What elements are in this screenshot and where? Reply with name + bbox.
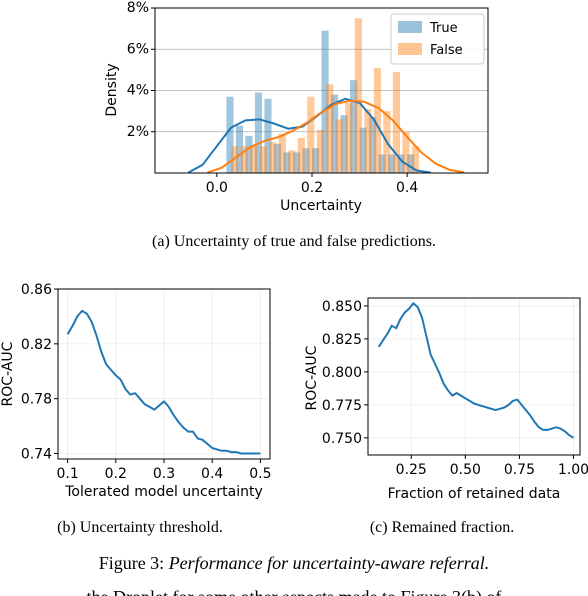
histogram-bar-true bbox=[226, 96, 234, 173]
chart-a-bars bbox=[226, 18, 420, 173]
figure-caption-prefix: Figure 3: bbox=[99, 553, 165, 573]
chart-a: 2% 4% 6% 8% 0.0 0.2 0.4 True False Uncertainty… bbox=[104, 0, 489, 250]
legend-label-true: True bbox=[429, 21, 458, 36]
histogram-bar-true bbox=[311, 148, 320, 173]
chart-c-tick-label-x: 0.50 bbox=[450, 462, 481, 478]
histogram-bar-false bbox=[288, 150, 296, 173]
tick-label-y: 4% bbox=[127, 83, 149, 99]
chart-c-ylabel: ROC-AUC bbox=[304, 345, 320, 410]
chart-c-tick-label-y: 0.825 bbox=[322, 332, 362, 348]
histogram-bar-true bbox=[302, 148, 310, 173]
chart-b-grid bbox=[58, 288, 270, 459]
chart-c-tick-label-x: 0.75 bbox=[504, 462, 535, 478]
chart-c-tick-label-x: 0.25 bbox=[396, 462, 427, 478]
chart-b-tick-label-x: 0.5 bbox=[249, 466, 271, 482]
histogram-bar-true bbox=[350, 80, 358, 173]
chart-c-plot-frame bbox=[367, 297, 581, 456]
histogram-bar-true bbox=[264, 98, 272, 173]
histogram-bar-false bbox=[364, 109, 372, 173]
histogram-bar-false bbox=[278, 133, 286, 173]
chart-b-tick-label-x: 0.1 bbox=[57, 466, 79, 482]
histogram-bar-true bbox=[378, 154, 386, 173]
chart-b-tick-label-x: 0.2 bbox=[105, 466, 127, 482]
kde-curve-false bbox=[206, 99, 465, 174]
chart-b-xlabel: Tolerated model uncertainty bbox=[64, 484, 262, 500]
chart-a-ylabel: Density bbox=[104, 63, 120, 116]
histogram-bar-true bbox=[235, 125, 244, 173]
chart-b-tick-label-y: 0.82 bbox=[21, 337, 52, 353]
chart-b-tick-label-y: 0.74 bbox=[21, 447, 52, 463]
histogram-bar-false bbox=[345, 102, 353, 173]
chart-b-caption: (b) Uncertainty threshold. bbox=[57, 519, 223, 536]
histogram-bar-false bbox=[269, 142, 277, 173]
histogram-bar-true bbox=[283, 152, 291, 173]
histogram-bar-true bbox=[331, 94, 339, 173]
chart-b-tick-label-x: 0.3 bbox=[153, 466, 175, 482]
histogram-bar-false bbox=[402, 131, 410, 173]
legend-label-false: False bbox=[430, 43, 463, 58]
histogram-bar-false bbox=[335, 119, 343, 173]
histogram-bar-false bbox=[411, 146, 420, 173]
histogram-bar-false bbox=[392, 71, 400, 173]
histogram-bar-false bbox=[354, 18, 362, 173]
legend-swatch-false bbox=[398, 43, 422, 55]
histogram-bar-false bbox=[307, 96, 315, 173]
histogram-bar-false bbox=[326, 84, 334, 173]
chart-b-line bbox=[66, 309, 261, 455]
tick-label-x: 0.2 bbox=[301, 180, 323, 196]
chart-c-tick-label-y: 0.750 bbox=[322, 431, 362, 447]
tick-label-x: 0.0 bbox=[206, 180, 228, 196]
tick-label-y: 2% bbox=[127, 124, 149, 140]
chart-c-xlabel: Fraction of retained data bbox=[388, 486, 561, 502]
legend-swatch-true bbox=[398, 21, 422, 33]
figure-caption-text: Performance for uncertainty-aware referr… bbox=[168, 553, 490, 573]
chart-a-ticks: 2% 4% 6% 8% 0.0 0.2 0.4 bbox=[127, 0, 419, 196]
chart-c-caption: (c) Remained fraction. bbox=[370, 519, 514, 536]
legend-box bbox=[390, 13, 485, 65]
histogram-bar-false bbox=[373, 67, 381, 173]
chart-b-tick-label-x: 0.4 bbox=[201, 466, 223, 482]
figure-caption: Figure 3: Performance for uncertainty-aw… bbox=[99, 553, 490, 573]
chart-c: 0.25 0.50 0.75 1.00 0.750 0.775 0.800 0.825 0.85… bbox=[304, 297, 588, 536]
histogram-bar-true bbox=[273, 144, 282, 173]
chart-c-tick-label-y: 0.775 bbox=[322, 398, 362, 414]
chart-c-line bbox=[377, 302, 575, 439]
histogram-bar-true bbox=[397, 154, 405, 173]
histogram-bar-true bbox=[359, 127, 367, 173]
chart-b-ticks: 0.1 0.2 0.3 0.4 0.5 0.74 0.78 0.82 0.86 bbox=[21, 282, 272, 482]
histogram-bar-false bbox=[259, 146, 267, 173]
chart-b-ylabel: ROC-AUC bbox=[0, 341, 16, 406]
histogram-bar-true bbox=[321, 30, 329, 173]
chart-c-grid bbox=[368, 298, 580, 455]
chart-a-legend: True False bbox=[390, 13, 485, 65]
histogram-bar-true bbox=[340, 115, 348, 173]
chart-b-tick-label-y: 0.86 bbox=[21, 282, 52, 298]
chart-c-ticks: 0.25 0.50 0.75 1.00 0.750 0.775 0.800 0.825 0.85… bbox=[322, 299, 588, 478]
histogram-bar-true bbox=[407, 154, 415, 173]
chart-c-series-line bbox=[377, 302, 575, 439]
chart-c-tick-label-y: 0.850 bbox=[322, 299, 362, 315]
histogram-bar-true bbox=[254, 92, 263, 173]
chart-c-tick-label-x: 1.00 bbox=[558, 462, 588, 478]
histogram-bar-false bbox=[240, 146, 248, 173]
chart-a-caption: (a) Uncertainty of true and false predic… bbox=[152, 233, 436, 250]
chart-b-tick-label-y: 0.78 bbox=[21, 392, 52, 408]
chart-a-xlabel: Uncertainty bbox=[280, 198, 362, 214]
chart-b-series-line bbox=[66, 309, 261, 455]
histogram-bar-false bbox=[250, 146, 258, 173]
histogram-bar-true bbox=[369, 117, 377, 173]
histogram-bar-false bbox=[297, 137, 305, 173]
histogram-bar-true bbox=[245, 135, 253, 173]
tick-label-x: 0.4 bbox=[396, 180, 418, 196]
histogram-bar-true bbox=[292, 152, 301, 173]
tick-label-y: 6% bbox=[127, 41, 149, 57]
histogram-bar-false bbox=[316, 129, 324, 173]
chart-b: 0.1 0.2 0.3 0.4 0.5 0.74 0.78 0.82 0.86 Tolerate… bbox=[0, 282, 271, 536]
histogram-bar-true bbox=[388, 154, 396, 173]
chart-a-kde bbox=[187, 97, 465, 174]
body-text-fragment: the Droplet for some other aspects made … bbox=[87, 587, 502, 596]
chart-c-tick-label-y: 0.800 bbox=[322, 365, 362, 381]
tick-label-y: 8% bbox=[127, 0, 149, 16]
